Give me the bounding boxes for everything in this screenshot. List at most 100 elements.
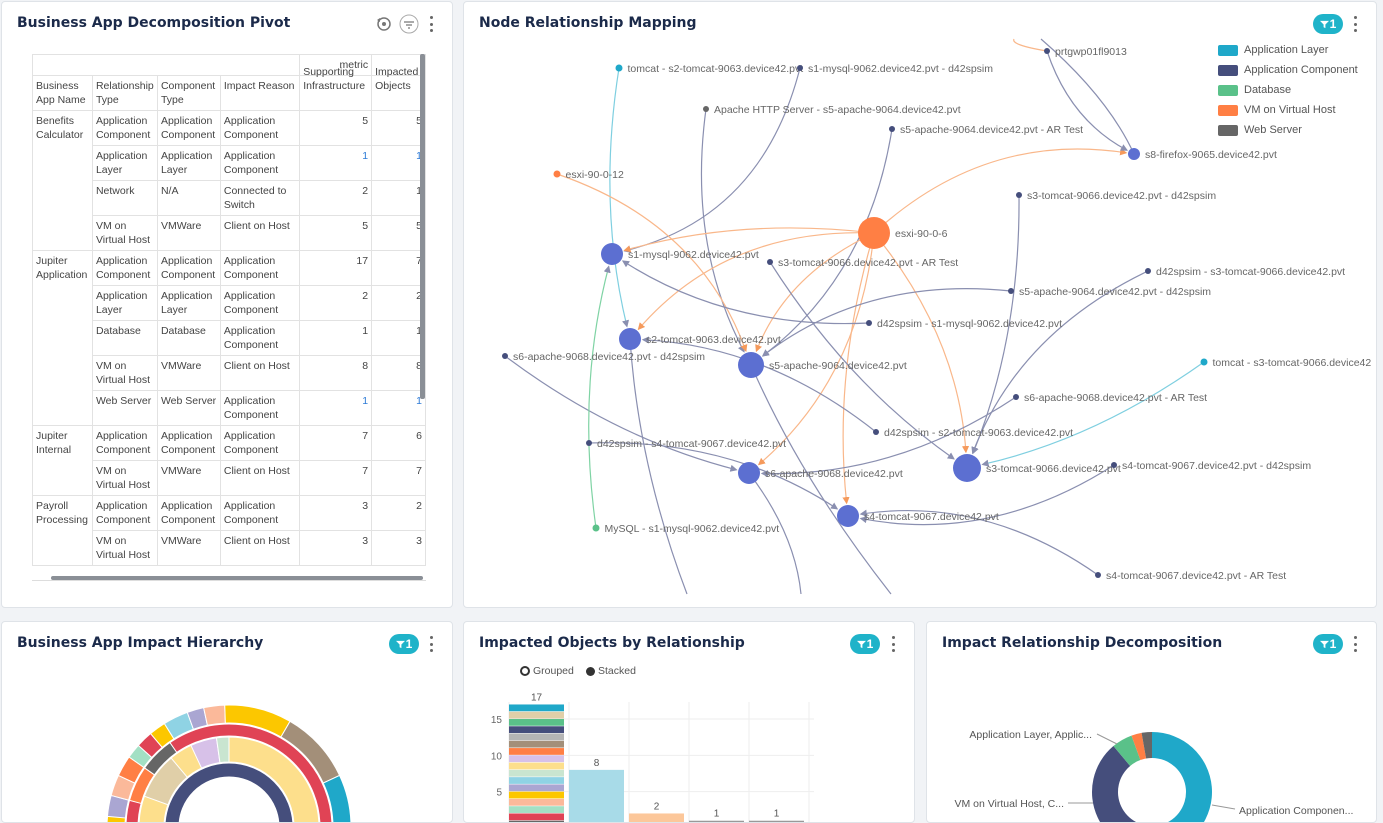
- header-component-type[interactable]: Component Type: [156, 75, 221, 111]
- graph-node[interactable]: d42spsim - s3-tomcat-9066.device42.pvt: [1145, 266, 1345, 278]
- graph-node[interactable]: s4-tomcat-9067.device42.pvt - AR Test: [1095, 570, 1286, 582]
- graph-node[interactable]: prtgwp01fl9013: [1044, 46, 1127, 58]
- graph-node[interactable]: s2-tomcat-9063.device42.pvt: [619, 328, 781, 350]
- node-circle[interactable]: [889, 126, 895, 132]
- more-menu-icon[interactable]: [428, 16, 434, 32]
- grouped-radio[interactable]: [520, 666, 530, 676]
- pivot-table-container[interactable]: metric Business App Name Relationship Ty…: [32, 54, 426, 581]
- bar[interactable]: [749, 820, 804, 822]
- sunburst-segment[interactable]: [143, 741, 178, 776]
- filter-badge[interactable]: 1: [389, 634, 419, 654]
- node-circle[interactable]: [502, 353, 508, 359]
- node-circle[interactable]: [703, 106, 709, 112]
- node-circle[interactable]: [1128, 148, 1140, 160]
- node-circle[interactable]: [953, 454, 981, 482]
- node-circle[interactable]: [615, 64, 623, 72]
- sunburst-segment[interactable]: [164, 762, 294, 822]
- filter-badge[interactable]: 1: [1313, 14, 1343, 34]
- legend-item[interactable]: VM on Virtual Host: [1218, 100, 1358, 120]
- table-row[interactable]: Jupiter Application Application Component…: [32, 250, 426, 426]
- sunburst-segment[interactable]: [215, 736, 230, 764]
- graph-node[interactable]: s5-apache-9064.device42.pvt - d42spsim: [1008, 286, 1211, 298]
- node-circle[interactable]: [837, 505, 859, 527]
- node-circle[interactable]: [866, 320, 872, 326]
- node-circle[interactable]: [738, 462, 760, 484]
- graph-node[interactable]: esxi-90-0-6: [858, 217, 948, 249]
- table-row[interactable]: Web Server Web Server Application Componen…: [33, 390, 426, 426]
- table-row[interactable]: VM on Virtual Host VMWare Client on Host 3 3: [33, 530, 426, 566]
- legend-item[interactable]: Database: [1218, 80, 1358, 100]
- node-circle[interactable]: [592, 524, 600, 532]
- more-menu-icon[interactable]: [428, 636, 434, 652]
- table-row[interactable]: Application Layer Application Layer Applic…: [33, 285, 426, 321]
- refresh-icon[interactable]: [374, 14, 394, 34]
- graph-node[interactable]: Apache HTTP Server - s5-apache-9064.devi…: [703, 104, 961, 116]
- graph-node[interactable]: esxi-90-0-12: [553, 169, 625, 181]
- header-impacted-objects[interactable]: Impacted Objects: [371, 61, 426, 97]
- bar[interactable]: [569, 769, 624, 822]
- table-row[interactable]: VM on Virtual Host VMWare Client on Host 7 7: [33, 460, 426, 496]
- node-circle[interactable]: [553, 170, 561, 178]
- more-menu-icon[interactable]: [1352, 636, 1358, 652]
- graph-node[interactable]: s4-tomcat-9067.device42.pvt: [837, 505, 999, 527]
- table-row[interactable]: Application Layer Application Layer Applic…: [33, 145, 426, 181]
- bar-segment[interactable]: [509, 755, 564, 763]
- sunburst-segment[interactable]: [125, 723, 333, 822]
- bar-segment[interactable]: [509, 726, 564, 734]
- bar-segment[interactable]: [509, 762, 564, 770]
- node-circle[interactable]: [601, 243, 623, 265]
- node-circle[interactable]: [619, 328, 641, 350]
- header-impact-reason[interactable]: Impact Reason: [219, 75, 301, 111]
- donut-slice[interactable]: [1092, 746, 1162, 822]
- donut-slice[interactable]: [1152, 732, 1212, 822]
- legend-item[interactable]: Application Layer: [1218, 40, 1358, 60]
- bar-segment[interactable]: [509, 791, 564, 799]
- graph-node[interactable]: d42spsim - s2-tomcat-9063.device42.pvt: [873, 427, 1073, 439]
- bar-segment[interactable]: [509, 769, 564, 777]
- legend-item[interactable]: Web Server: [1218, 120, 1358, 140]
- bar-segment[interactable]: [509, 813, 564, 821]
- sunburst-segment[interactable]: [203, 704, 226, 726]
- graph-node[interactable]: s3-tomcat-9066.device42.pvt - d42spsim: [1016, 190, 1216, 202]
- legend-item[interactable]: Application Component: [1218, 60, 1358, 80]
- graph-node[interactable]: s1-mysql-9062.device42.pvt: [601, 243, 759, 265]
- node-circle[interactable]: [1145, 268, 1151, 274]
- node-circle[interactable]: [797, 65, 803, 71]
- bar-segment[interactable]: [509, 704, 564, 712]
- graph-node[interactable]: d42spsim - s4-tomcat-9067.device42.pvt: [586, 438, 786, 450]
- bar-segment[interactable]: [509, 711, 564, 719]
- table-row[interactable]: Payroll Processing Application Component A…: [32, 495, 426, 566]
- bar-segment[interactable]: [509, 748, 564, 755]
- stacked-radio[interactable]: [586, 666, 595, 676]
- vertical-scrollbar[interactable]: [420, 54, 425, 399]
- node-circle[interactable]: [1044, 48, 1050, 54]
- graph-node[interactable]: s6-apache-9068.device42.pvt - AR Test: [1013, 392, 1207, 404]
- graph-node[interactable]: s6-apache-9068.device42.pvt: [738, 462, 903, 484]
- donut-slice[interactable]: [1131, 732, 1147, 761]
- graph-node[interactable]: s3-tomcat-9066.device42.pvt - AR Test: [767, 257, 958, 269]
- bar-segment[interactable]: [509, 777, 564, 784]
- graph-node[interactable]: s5-apache-9064.device42.pvt - AR Test: [889, 124, 1083, 136]
- sunburst-segment[interactable]: [322, 774, 352, 822]
- more-menu-icon[interactable]: [890, 636, 896, 652]
- node-circle[interactable]: [1200, 358, 1208, 366]
- node-circle[interactable]: [873, 429, 879, 435]
- header-relationship-type[interactable]: Relationship Type: [91, 75, 158, 111]
- more-menu-icon[interactable]: [1352, 16, 1358, 32]
- sunburst-segment[interactable]: [228, 736, 320, 822]
- table-row[interactable]: Jupiter Internal Application Component App…: [32, 425, 426, 496]
- filter-badge[interactable]: 1: [1313, 634, 1343, 654]
- node-circle[interactable]: [1013, 394, 1019, 400]
- graph-node[interactable]: tomcat - s3-tomcat-9066.device42: [1200, 357, 1372, 369]
- bar-segment[interactable]: [509, 733, 564, 741]
- sunburst-chart[interactable]: [2, 622, 452, 822]
- graph-node[interactable]: d42spsim - s1-mysql-9062.device42.pvt: [866, 318, 1062, 330]
- bar-segment[interactable]: [509, 719, 564, 726]
- bar-segment[interactable]: [509, 784, 564, 792]
- node-circle[interactable]: [1008, 288, 1014, 294]
- table-row[interactable]: Benefits Calculator Application Component…: [32, 110, 426, 251]
